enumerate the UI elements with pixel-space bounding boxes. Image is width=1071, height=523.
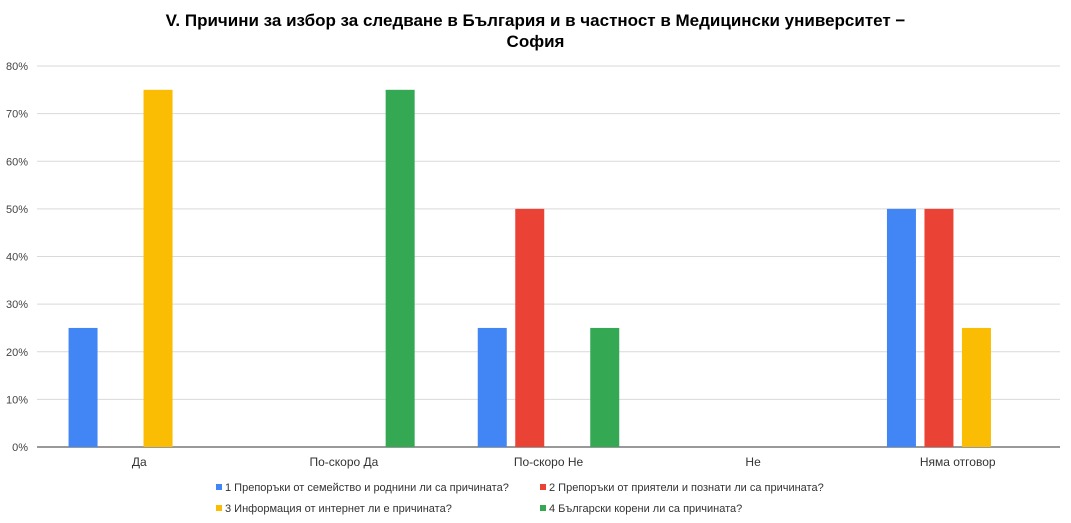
bar-series-2-По-скоро Не <box>515 208 545 447</box>
legend-label: 1 Препоръки от семейство и роднини ли са… <box>225 482 509 494</box>
bar-series-1-По-скоро Не <box>477 327 507 447</box>
y-tick-label: 20% <box>6 347 28 359</box>
y-tick-label: 0% <box>12 442 28 454</box>
legend-item-series-1: 1 Препоръки от семейство и роднини ли са… <box>216 482 509 494</box>
bar-series-3-Няма отговор <box>961 327 991 447</box>
x-tick-label: По-скоро Не <box>514 455 584 469</box>
legend-item-series-2: 2 Препоръки от приятели и познати ли са … <box>540 482 824 494</box>
x-axis-ticks: Да По-скоро Да По-скоро Не Не Няма отговор <box>132 455 996 469</box>
bar-series-4-По-скоро Да <box>385 89 415 447</box>
y-tick-label: 10% <box>6 394 28 406</box>
legend-swatch <box>216 484 222 490</box>
bar-series-4-По-скоро Не <box>590 327 620 447</box>
bar-series-2-Няма отговор <box>924 208 954 447</box>
legend-swatch <box>216 505 222 511</box>
chart-title-line-1: V. Причини за избор за следване в Българ… <box>165 11 906 30</box>
y-tick-label: 70% <box>6 109 28 121</box>
bars <box>68 89 991 447</box>
y-tick-label: 80% <box>6 61 28 73</box>
y-tick-label: 40% <box>6 252 28 264</box>
legend-item-series-3: 3 Информация от интернет ли е причината? <box>216 503 452 515</box>
legend-label: 4 Български корени ли са причината? <box>549 503 743 515</box>
chart-title-line-2: София <box>506 32 565 51</box>
x-tick-label: Да <box>132 455 147 469</box>
y-axis-ticks: 0% 10% 20% 30% 40% 50% 60% 70% 80% <box>6 61 28 454</box>
bar-series-1-Няма отговор <box>886 208 916 447</box>
bar-series-3-Да <box>143 89 173 447</box>
y-tick-label: 50% <box>6 204 28 216</box>
bar-chart: 0% 10% 20% 30% 40% 50% 60% 70% 80% Да По-скоро Да… <box>6 61 1060 469</box>
legend-label: 3 Информация от интернет ли е причината? <box>225 503 452 515</box>
legend-swatch <box>540 484 546 490</box>
chart-title: V. Причини за избор за следване в Българ… <box>0 10 1071 52</box>
x-tick-label: Няма отговор <box>920 455 996 469</box>
bar-series-1-Да <box>68 327 98 447</box>
y-tick-label: 60% <box>6 156 28 168</box>
x-tick-label: По-скоро Да <box>309 455 378 469</box>
legend-item-series-4: 4 Български корени ли са причината? <box>540 503 742 515</box>
legend-swatch <box>540 505 546 511</box>
legend-label: 2 Препоръки от приятели и познати ли са … <box>549 482 824 494</box>
x-tick-label: Не <box>745 455 761 469</box>
y-tick-label: 30% <box>6 299 28 311</box>
